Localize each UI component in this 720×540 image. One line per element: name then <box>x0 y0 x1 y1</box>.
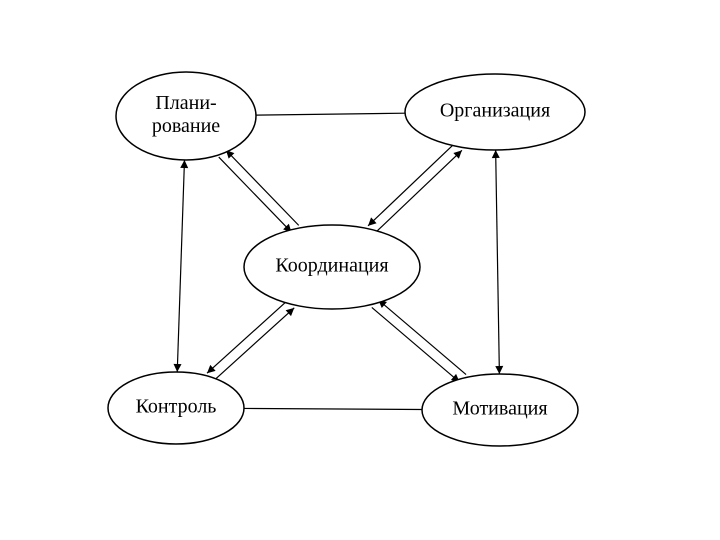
edge-coordination-motivation-fwd <box>372 307 460 382</box>
node-planning-label: рование <box>152 115 220 137</box>
edge-coordination-planning-rev <box>219 157 292 232</box>
node-organization-label: Организация <box>440 100 550 122</box>
edge-planning-organization <box>256 113 405 115</box>
edge-coordination-control-rev <box>214 308 295 381</box>
edge-coordination-organization-fwd <box>375 150 462 233</box>
edge-coordination-control-fwd <box>207 300 288 373</box>
edge-coordination-organization-rev <box>368 143 455 226</box>
edge-coordination-planning-fwd <box>226 150 299 225</box>
node-planning-label: Плани- <box>155 92 216 114</box>
node-control-label: Контроль <box>136 396 217 418</box>
arrow-head <box>495 366 503 374</box>
edge-organization-motivation <box>496 150 500 374</box>
arrow-head <box>174 364 182 372</box>
management-functions-diagram: Плани-рование Организация Координация Контр… <box>0 0 720 540</box>
edge-coordination-motivation-rev <box>378 300 466 375</box>
edge-motivation-control <box>244 408 422 409</box>
arrow-head <box>492 150 500 158</box>
node-motivation-label: Мотивация <box>452 398 547 420</box>
node-coordination-label: Координация <box>275 255 388 277</box>
edge-control-planning <box>177 160 184 372</box>
arrow-head <box>180 160 188 168</box>
